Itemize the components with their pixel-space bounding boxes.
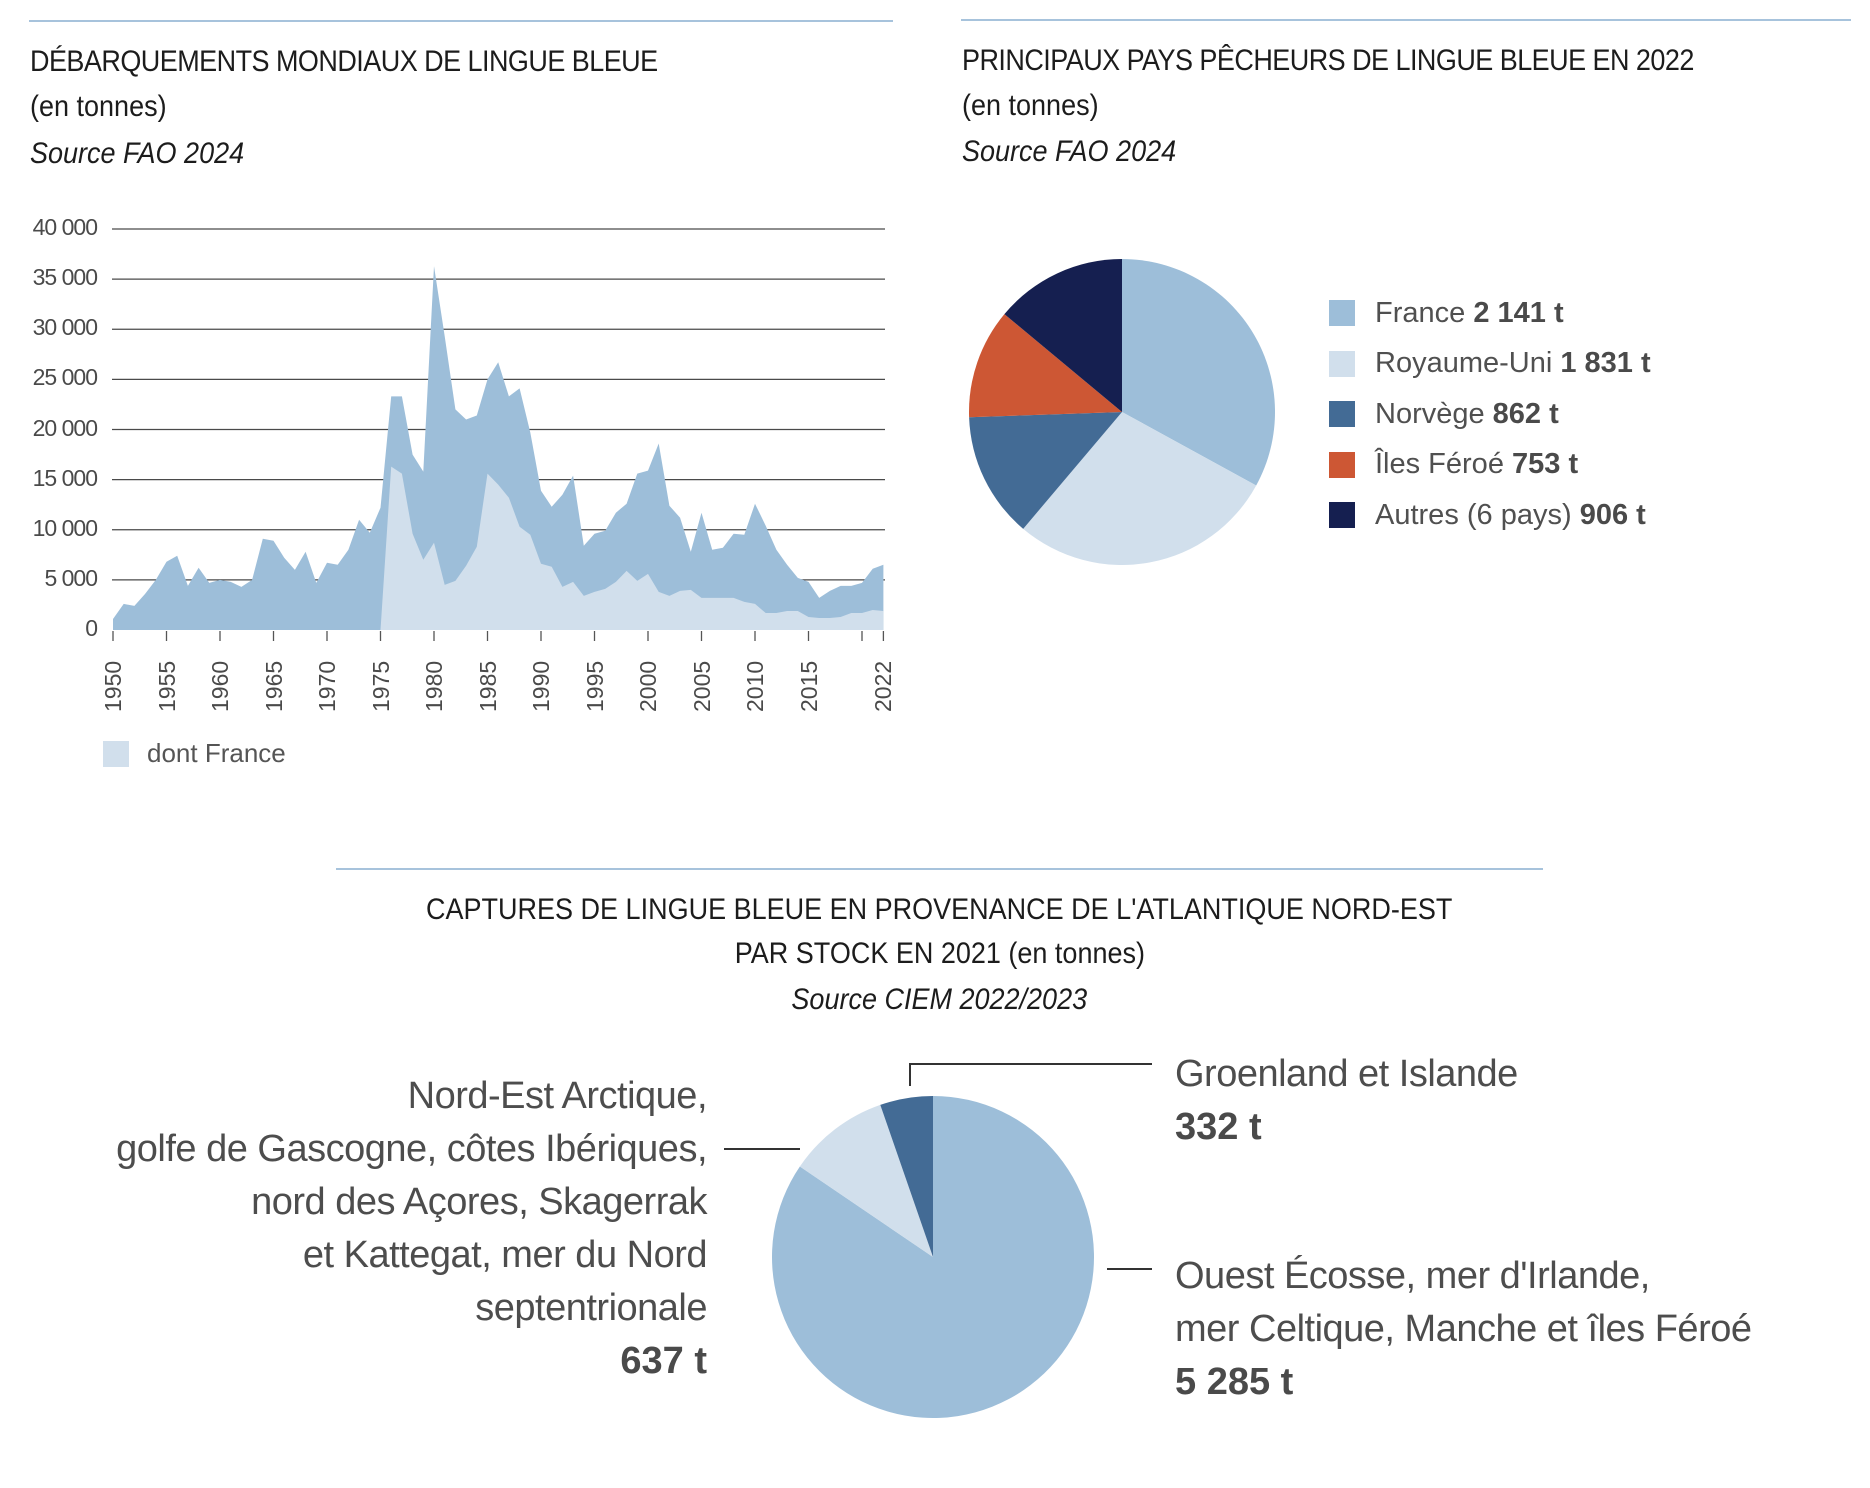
y-tick-label: 40 000 bbox=[32, 214, 98, 240]
legend-item: Norvège 862 t bbox=[1329, 397, 1559, 430]
stock-left-line-3: nord des Açores, Skagerrak bbox=[251, 1181, 707, 1223]
countries-pie-chart bbox=[968, 259, 1276, 566]
x-axis-ticks bbox=[112, 631, 885, 641]
stock-top-right-line-1: Groenland et Islande bbox=[1175, 1053, 1518, 1095]
pie-slice-autres-6-pays- bbox=[1004, 259, 1122, 412]
stock-top-right-value: 332 t bbox=[1175, 1106, 1262, 1148]
divider-landings bbox=[29, 20, 893, 22]
pie-slice-groenland-islande bbox=[880, 1096, 933, 1257]
countries-source: Source FAO 2024 bbox=[962, 135, 1177, 168]
pie-slice-france bbox=[1122, 259, 1276, 486]
pie-slice-royaume-uni bbox=[1023, 412, 1257, 566]
legend-item: Royaume-Uni 1 831 t bbox=[1329, 347, 1651, 379]
stocks-pie-chart bbox=[771, 1096, 1094, 1418]
legend-swatch-france bbox=[103, 740, 129, 767]
landings-source: Source FAO 2024 bbox=[30, 137, 245, 170]
stock-left-value: 637 t bbox=[620, 1340, 707, 1382]
y-tick-label: 25 000 bbox=[32, 364, 98, 391]
pie-slice-ouest-ecosse bbox=[771, 1096, 1094, 1418]
legend-swatch bbox=[1329, 401, 1355, 427]
legend-value: 906 t bbox=[1579, 498, 1646, 531]
landings-legend: dont France bbox=[103, 738, 286, 769]
legend-swatch bbox=[1329, 300, 1355, 326]
legend-label: Norvège 862 t bbox=[1375, 397, 1559, 430]
legend-value: 2 141 t bbox=[1473, 296, 1564, 329]
legend-label-france: dont France bbox=[147, 738, 286, 768]
stock-label-right: Ouest Écosse, mer d'Irlande, mer Celtiqu… bbox=[1175, 1250, 1752, 1409]
stock-right-line-1: Ouest Écosse, mer d'Irlande, bbox=[1175, 1255, 1650, 1297]
landings-title: DÉBARQUEMENTS MONDIAUX DE LINGUE BLEUE bbox=[30, 45, 658, 78]
legend-label: Îles Féroé 753 t bbox=[1375, 448, 1579, 480]
leader-line-left bbox=[724, 1148, 800, 1150]
legend-item: Îles Féroé 753 t bbox=[1329, 448, 1579, 480]
y-tick-label: 0 bbox=[85, 615, 98, 641]
y-tick-label: 30 000 bbox=[32, 314, 98, 341]
legend-value: 1 831 t bbox=[1560, 347, 1651, 379]
countries-unit: (en tonnes) bbox=[962, 89, 1099, 122]
stocks-source-wrap: Source CIEM 2022/2023 bbox=[336, 983, 1543, 1017]
pie-slice-norv-ge bbox=[969, 412, 1122, 529]
stock-label-left: Nord-Est Arctique, golfe de Gascogne, cô… bbox=[116, 1070, 707, 1388]
stock-right-value: 5 285 t bbox=[1175, 1361, 1294, 1403]
y-tick-label: 20 000 bbox=[32, 414, 98, 441]
legend-item: Autres (6 pays) 906 t bbox=[1329, 498, 1646, 531]
leader-line-top-horizontal bbox=[909, 1063, 1152, 1065]
area-france bbox=[113, 466, 884, 630]
divider-countries bbox=[961, 19, 1851, 21]
legend-swatch bbox=[1329, 502, 1355, 528]
stock-left-line-2: golfe de Gascogne, côtes Ibériques, bbox=[116, 1128, 707, 1170]
landings-area-chart bbox=[112, 228, 885, 641]
stock-label-top-right: Groenland et Islande 332 t bbox=[1175, 1048, 1518, 1154]
stocks-title-line1: CAPTURES DE LINGUE BLEUE EN PROVENANCE D… bbox=[426, 893, 1453, 926]
stocks-source: Source CIEM 2022/2023 bbox=[791, 983, 1088, 1016]
legend-label: France 2 141 t bbox=[1375, 296, 1564, 329]
stock-left-line-4: et Kattegat, mer du Nord bbox=[302, 1234, 708, 1276]
landings-unit: (en tonnes) bbox=[30, 90, 167, 123]
stocks-title-line2: PAR STOCK EN 2021 (en tonnes) bbox=[734, 937, 1145, 970]
stocks-title-line2-wrap: PAR STOCK EN 2021 (en tonnes) bbox=[336, 937, 1543, 971]
legend-label: Royaume-Uni 1 831 t bbox=[1375, 347, 1651, 379]
divider-stocks bbox=[336, 868, 1543, 870]
stocks-title-block: CAPTURES DE LINGUE BLEUE EN PROVENANCE D… bbox=[336, 893, 1543, 927]
area-total-world bbox=[113, 266, 884, 630]
y-tick-label: 15 000 bbox=[32, 464, 98, 491]
countries-title: PRINCIPAUX PAYS PÊCHEURS DE LINGUE BLEUE… bbox=[962, 44, 1694, 77]
legend-item: France 2 141 t bbox=[1329, 296, 1564, 329]
y-tick-label: 35 000 bbox=[32, 264, 98, 291]
stock-right-line-2: mer Celtique, Manche et îles Féroé bbox=[1175, 1308, 1752, 1350]
leader-line-right bbox=[1107, 1268, 1152, 1270]
legend-value: 862 t bbox=[1492, 397, 1559, 430]
stock-left-line-1: Nord-Est Arctique, bbox=[407, 1075, 708, 1117]
y-tick-label: 10 000 bbox=[32, 514, 98, 541]
stock-left-line-5: septentrionale bbox=[475, 1287, 707, 1329]
legend-swatch bbox=[1329, 350, 1355, 377]
y-tick-label: 5 000 bbox=[44, 564, 98, 591]
legend-value: 753 t bbox=[1512, 448, 1579, 480]
legend-label: Autres (6 pays) 906 t bbox=[1375, 498, 1646, 531]
leader-line-top-vertical bbox=[909, 1063, 911, 1086]
pie-slice-nord-est-arctique bbox=[799, 1104, 933, 1257]
pie-slice--les-f-ro- bbox=[968, 314, 1122, 418]
legend-swatch bbox=[1329, 451, 1355, 478]
